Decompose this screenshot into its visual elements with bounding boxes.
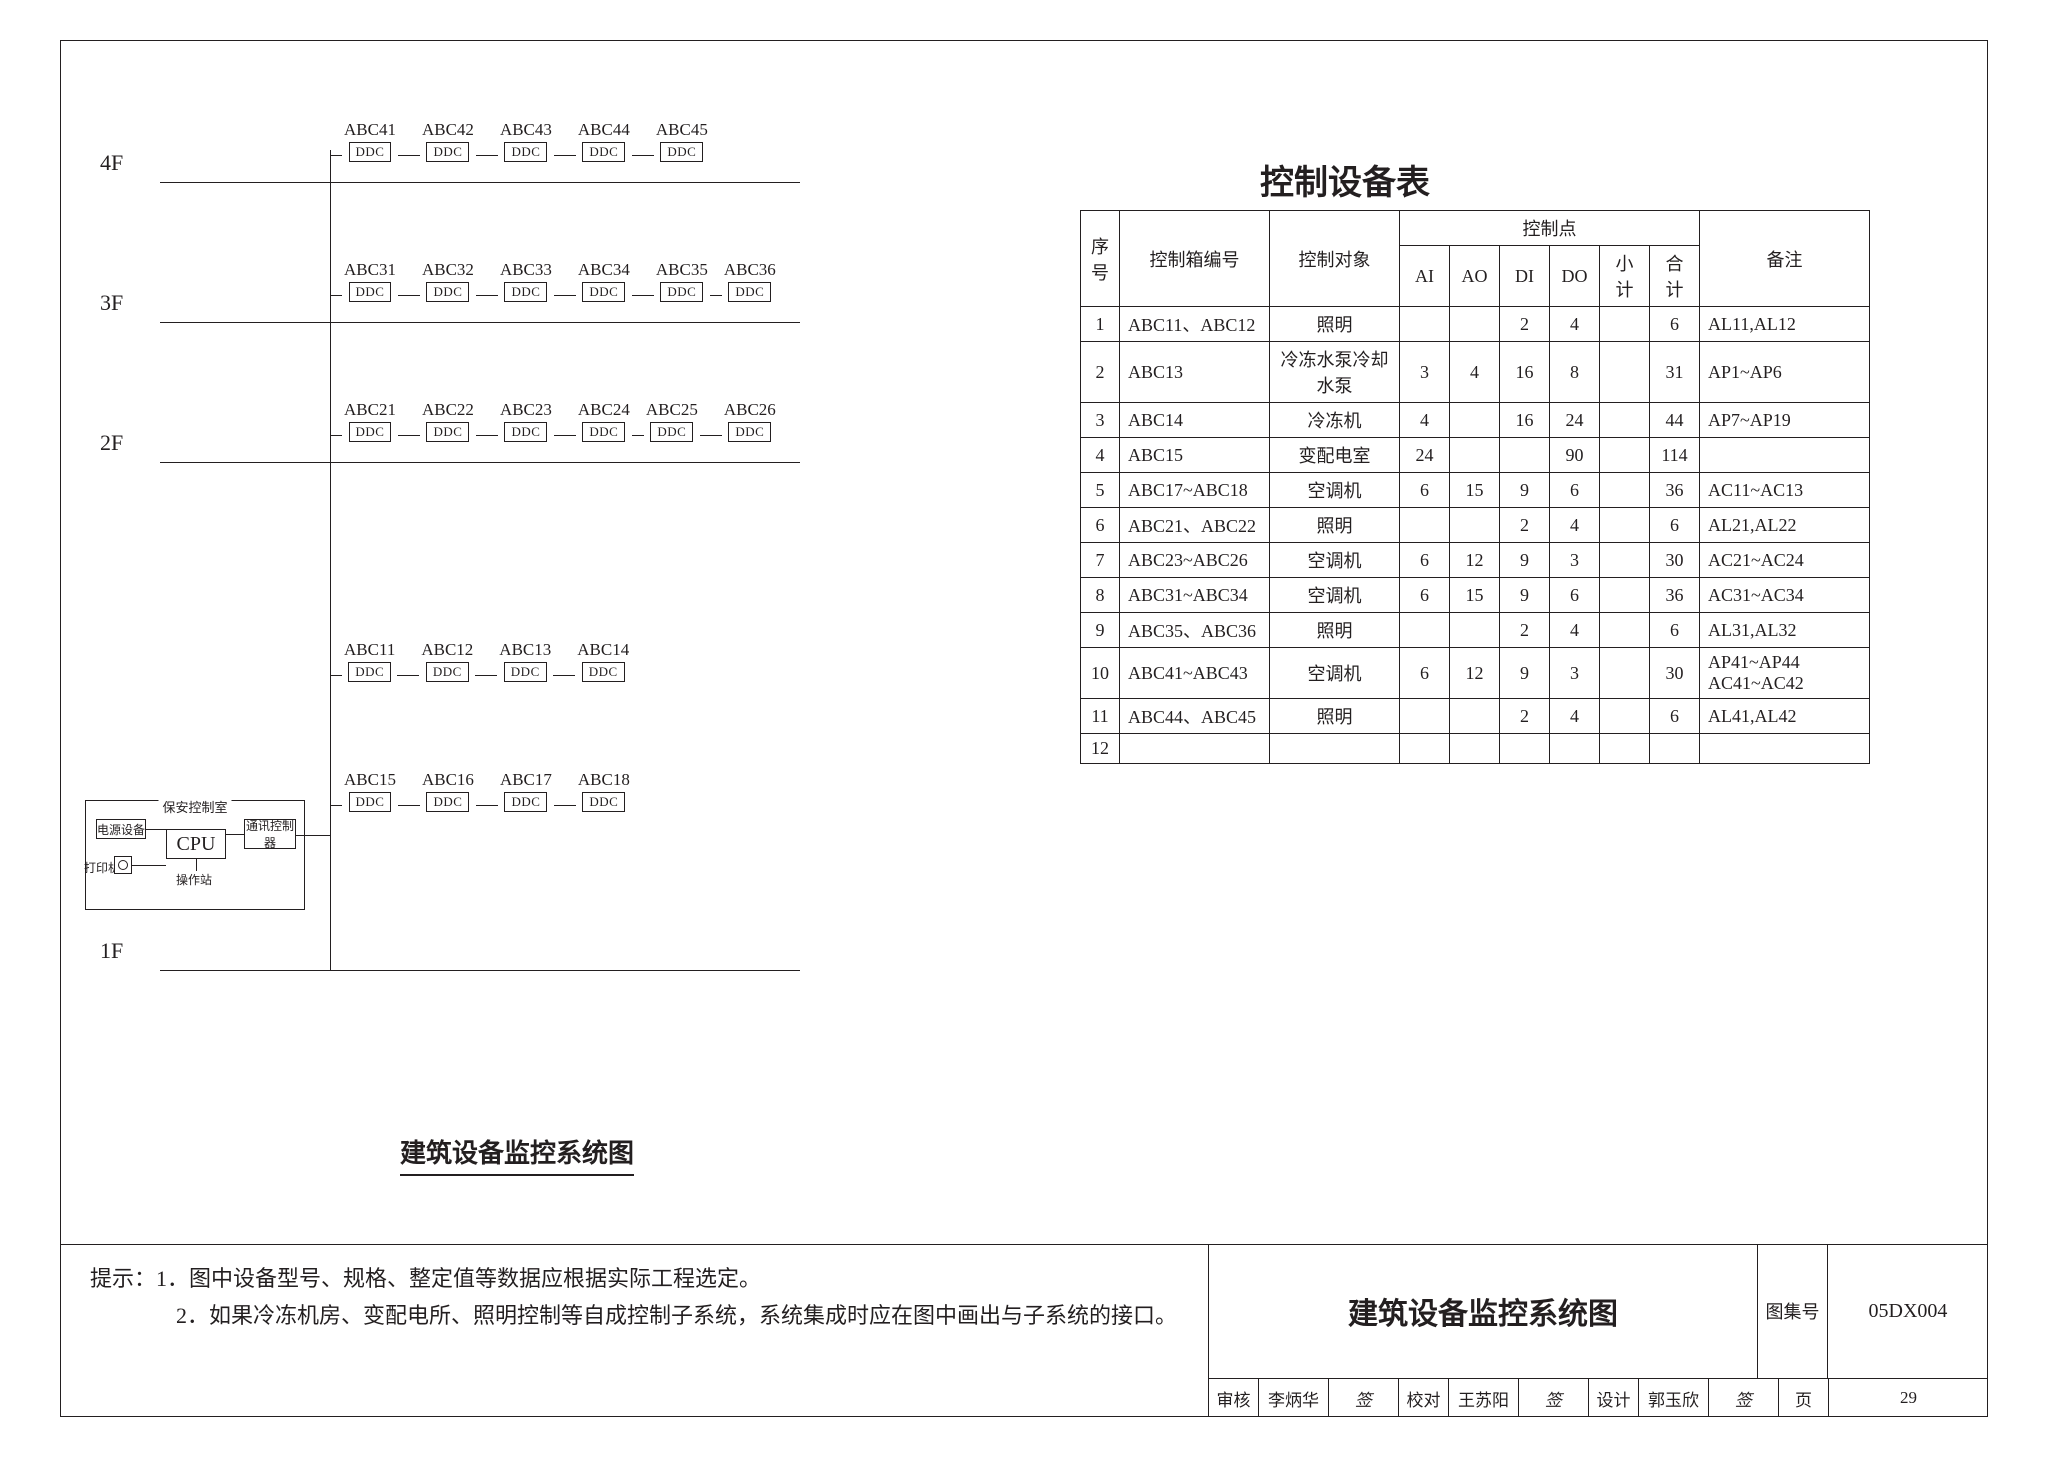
drawing-page: 4F ABC41DDC ABC42DDC ABC43DDC ABC44DDC A…: [0, 0, 2048, 1457]
set-label: 图集号: [1758, 1244, 1828, 1378]
ddc-row-1fb: ABC15DDC ABC16DDC ABC17DDC ABC18DDC: [330, 770, 632, 812]
table-title: 控制设备表: [1260, 155, 1430, 204]
station-label: 保安控制室: [158, 797, 231, 816]
notes-line1: 1．图中设备型号、规格、整定值等数据应根据实际工程选定。: [156, 1266, 761, 1291]
diagram-title: 建筑设备监控系统图: [400, 1133, 634, 1176]
opstation-label: 操作站: [176, 871, 212, 888]
station-riser-link: [295, 835, 331, 836]
floor-label: 2F: [100, 430, 123, 456]
table-row: 10ABC41~ABC43空调机6129330AP41~AP44 AC41~AC…: [1081, 648, 1870, 699]
operator-station: 保安控制室 电源设备 CPU 通讯控制器 打印机 操作站: [85, 800, 305, 910]
ddc-row-2f: ABC21DDC ABC22DDC ABC23DDC ABC24DDC ABC2…: [330, 400, 778, 442]
table-row: 9ABC35、ABC36照明246AL31,AL32: [1081, 613, 1870, 648]
design-sig: 签: [1709, 1379, 1779, 1417]
cpu-box: CPU: [166, 829, 226, 859]
floor-line: [160, 970, 800, 971]
check-sig: 签: [1519, 1379, 1589, 1417]
page-label: 页: [1779, 1379, 1829, 1417]
table-row: 3ABC14冷冻机4162444AP7~AP19: [1081, 403, 1870, 438]
ddc-row-3f: ABC31DDC ABC32DDC ABC33DDC ABC34DDC ABC3…: [330, 260, 778, 302]
notes-line2: 2．如果冷冻机房、变配电所、照明控制等自成控制子系统，系统集成时应在图中画出与子…: [176, 1303, 1177, 1328]
check-k: 校对: [1399, 1379, 1449, 1417]
table-row: 11ABC44、ABC45照明246AL41,AL42: [1081, 699, 1870, 734]
table-row: 2ABC13冷冻水泵冷却水泵3416831AP1~AP6: [1081, 342, 1870, 403]
table-row: 1ABC11、ABC12照明246AL11,AL12: [1081, 307, 1870, 342]
table-row: 6ABC21、ABC22照明246AL21,AL22: [1081, 508, 1870, 543]
col-note: 备注: [1700, 211, 1870, 307]
table-row: 7ABC23~ABC26空调机6129330AC21~AC24: [1081, 543, 1870, 578]
review-v: 李炳华: [1259, 1379, 1329, 1417]
system-diagram: 4F ABC41DDC ABC42DDC ABC43DDC ABC44DDC A…: [100, 120, 900, 1140]
page-no: 29: [1829, 1379, 1988, 1417]
table-row: 12: [1081, 734, 1870, 764]
footer-notes: 提示：1．图中设备型号、规格、整定值等数据应根据实际工程选定。 2．如果冷冻机房…: [90, 1260, 1177, 1335]
col-cabinet: 控制箱编号: [1120, 211, 1270, 307]
col-points: 控制点: [1400, 211, 1700, 246]
floor-label: 3F: [100, 290, 123, 316]
floor-label: 1F: [100, 938, 123, 964]
drawing-title: 建筑设备监控系统图: [1209, 1244, 1758, 1378]
floor-line: [160, 182, 800, 183]
col-seq: 序号: [1081, 211, 1120, 307]
floor-label: 4F: [100, 150, 123, 176]
floor-line: [160, 462, 800, 463]
design-v: 郭玉欣: [1639, 1379, 1709, 1417]
ddc-row-4f: ABC41DDC ABC42DDC ABC43DDC ABC44DDC ABC4…: [330, 120, 710, 162]
table-row: 8ABC31~ABC34空调机6159636AC31~AC34: [1081, 578, 1870, 613]
floor-line: [160, 322, 800, 323]
check-v: 王苏阳: [1449, 1379, 1519, 1417]
comm-box: 通讯控制器: [244, 819, 296, 849]
table-row: 5ABC17~ABC18空调机6159636AC11~AC13: [1081, 473, 1870, 508]
equipment-table: 序号 控制箱编号 控制对象 控制点 备注 AI AO DI DO 小计 合计 1…: [1080, 210, 1870, 764]
ddc-row-1fa: ABC11DDC ABC12DDC ABC13DDC ABC14DDC: [330, 640, 631, 682]
ups-box: 电源设备: [96, 819, 146, 839]
printer-dot-icon: [118, 860, 128, 870]
notes-lead: 提示：: [90, 1266, 156, 1291]
col-object: 控制对象: [1270, 211, 1400, 307]
table-row: 4ABC15变配电室2490114: [1081, 438, 1870, 473]
design-k: 设计: [1589, 1379, 1639, 1417]
set-no: 05DX004: [1828, 1244, 1988, 1378]
review-sig: 签: [1329, 1379, 1399, 1417]
title-block: 建筑设备监控系统图 图集号 05DX004 审核 李炳华 签 校对 王苏阳 签 …: [1208, 1244, 1988, 1417]
review-k: 审核: [1209, 1379, 1259, 1417]
